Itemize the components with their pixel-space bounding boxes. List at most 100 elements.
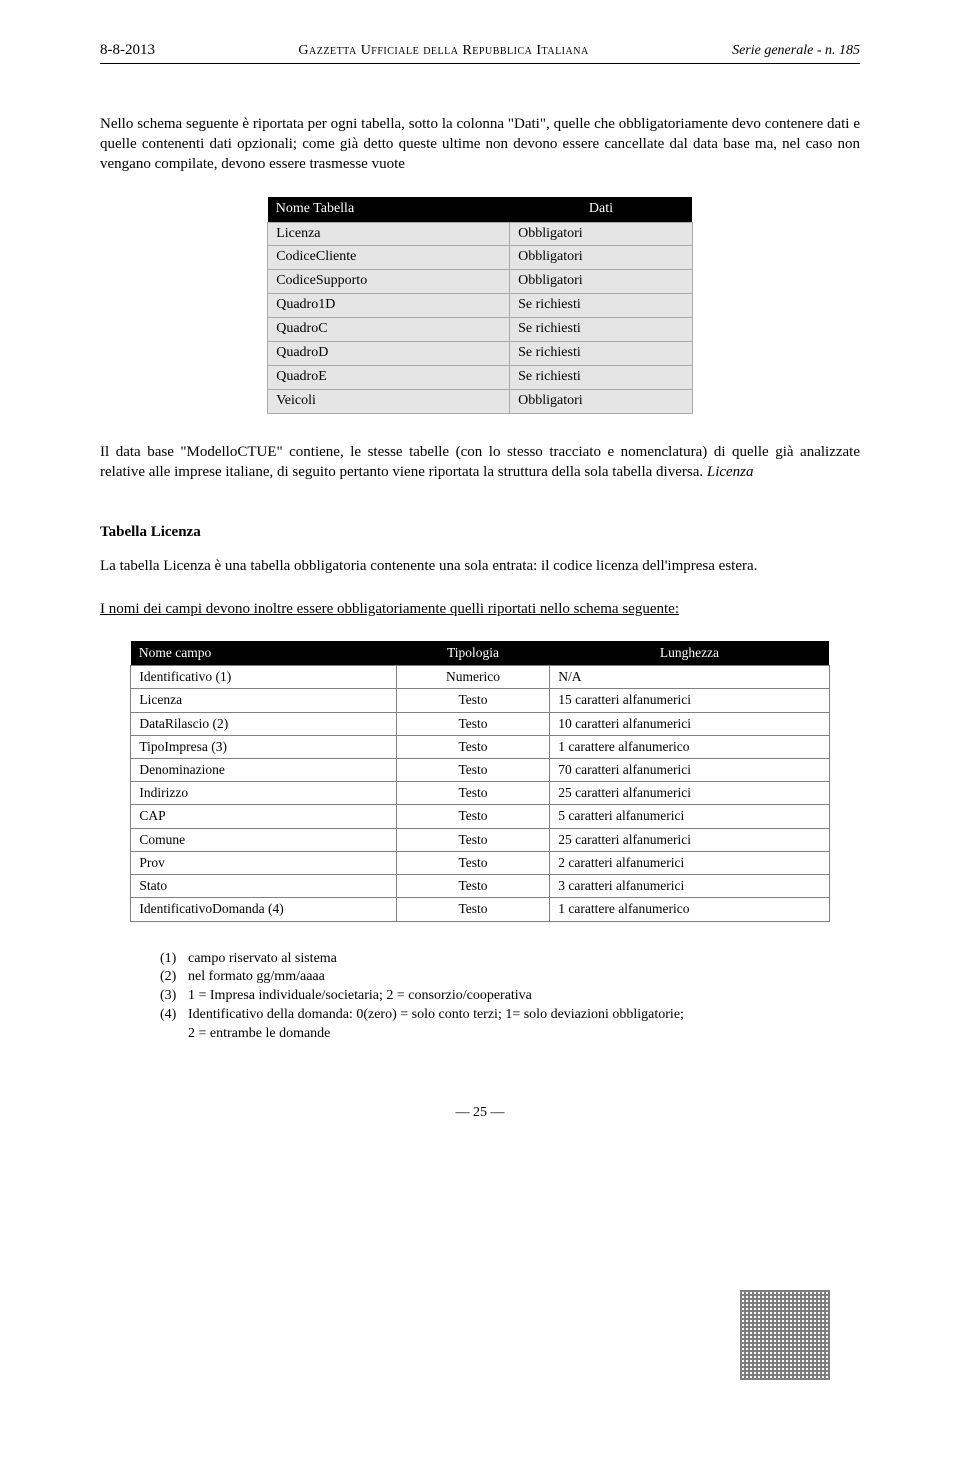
table-row: Identificativo (1)NumericoN/A: [131, 666, 829, 689]
footnote-num: (3): [160, 987, 188, 1006]
cell-nome-campo: DataRilascio (2): [131, 712, 396, 735]
table-row: LicenzaTesto15 caratteri alfanumerici: [131, 689, 829, 712]
cell-nome-campo: Licenza: [131, 689, 396, 712]
table-row: QuadroESe richiesti: [268, 365, 693, 389]
th-nome-campo: Nome campo: [131, 641, 396, 666]
cell-lunghezza: 25 caratteri alfanumerici: [550, 782, 829, 805]
cell-tipologia: Testo: [396, 898, 550, 921]
th-lunghezza: Lunghezza: [550, 641, 829, 666]
cell-nome-tabella: CodiceSupporto: [268, 270, 510, 294]
cell-nome-tabella: Veicoli: [268, 389, 510, 413]
cell-tipologia: Testo: [396, 689, 550, 712]
paragraph-tabella-licenza-desc: La tabella Licenza è una tabella obbliga…: [100, 556, 860, 576]
cell-dati: Se richiesti: [510, 341, 693, 365]
cell-dati: Se richiesti: [510, 318, 693, 342]
cell-nome-campo: Comune: [131, 828, 396, 851]
cell-nome-campo: Prov: [131, 851, 396, 874]
footnotes: (1)campo riservato al sistema(2)nel form…: [160, 950, 860, 1044]
intro-paragraph: Nello schema seguente è riportata per og…: [100, 114, 860, 175]
paragraph-modelloctue: Il data base "ModelloCTUE" contiene, le …: [100, 442, 860, 483]
table-row: DenominazioneTesto70 caratteri alfanumer…: [131, 759, 829, 782]
table-nome-campo: Nome campo Tipologia Lunghezza Identific…: [130, 641, 829, 922]
footnote-row: (2)nel formato gg/mm/aaaa: [160, 968, 860, 987]
paragraph-modelloctue-italic: Licenza: [707, 464, 754, 480]
table-row: ComuneTesto25 caratteri alfanumerici: [131, 828, 829, 851]
table-row: Quadro1DSe richiesti: [268, 294, 693, 318]
cell-tipologia: Testo: [396, 759, 550, 782]
footnote-row: (4)Identificativo della domanda: 0(zero)…: [160, 1006, 860, 1025]
cell-tipologia: Testo: [396, 828, 550, 851]
cell-nome-campo: Denominazione: [131, 759, 396, 782]
qr-code-icon: [740, 1290, 830, 1380]
header-series: Serie generale - n. 185: [732, 42, 860, 61]
footnote-text: 1 = Impresa individuale/societaria; 2 = …: [188, 987, 532, 1006]
cell-tipologia: Numerico: [396, 666, 550, 689]
cell-nome-campo: CAP: [131, 805, 396, 828]
cell-nome-tabella: QuadroC: [268, 318, 510, 342]
cell-dati: Se richiesti: [510, 365, 693, 389]
footnote-num: (1): [160, 950, 188, 969]
footnote-4-line2: 2 = entrambe le domande: [188, 1025, 860, 1044]
cell-tipologia: Testo: [396, 805, 550, 828]
footnote-text: nel formato gg/mm/aaaa: [188, 968, 325, 987]
table-row: QuadroDSe richiesti: [268, 341, 693, 365]
footnote-row: (1)campo riservato al sistema: [160, 950, 860, 969]
cell-tipologia: Testo: [396, 851, 550, 874]
cell-lunghezza: 5 caratteri alfanumerici: [550, 805, 829, 828]
cell-nome-tabella: Quadro1D: [268, 294, 510, 318]
cell-nome-tabella: CodiceCliente: [268, 246, 510, 270]
cell-dati: Obbligatori: [510, 222, 693, 246]
th-nome-tabella: Nome Tabella: [268, 197, 510, 222]
table-row: LicenzaObbligatori: [268, 222, 693, 246]
section-title-tabella-licenza: Tabella Licenza: [100, 522, 860, 542]
cell-dati: Se richiesti: [510, 294, 693, 318]
footnote-row: (3)1 = Impresa individuale/societaria; 2…: [160, 987, 860, 1006]
cell-nome-tabella: Licenza: [268, 222, 510, 246]
cell-nome-tabella: QuadroD: [268, 341, 510, 365]
page-header: 8-8-2013 Gazzetta Ufficiale della Repubb…: [100, 40, 860, 64]
footnote-num: (2): [160, 968, 188, 987]
cell-lunghezza: 2 caratteri alfanumerici: [550, 851, 829, 874]
table-row: CodiceClienteObbligatori: [268, 246, 693, 270]
table-row: QuadroCSe richiesti: [268, 318, 693, 342]
cell-lunghezza: 1 carattere alfanumerico: [550, 898, 829, 921]
cell-tipologia: Testo: [396, 875, 550, 898]
table-nome-tabella: Nome Tabella Dati LicenzaObbligatoriCodi…: [267, 197, 693, 414]
table-row: DataRilascio (2)Testo10 caratteri alfanu…: [131, 712, 829, 735]
cell-lunghezza: N/A: [550, 666, 829, 689]
cell-dati: Obbligatori: [510, 389, 693, 413]
cell-lunghezza: 10 caratteri alfanumerici: [550, 712, 829, 735]
page-number: — 25 —: [100, 1104, 860, 1123]
cell-lunghezza: 70 caratteri alfanumerici: [550, 759, 829, 782]
cell-nome-campo: Identificativo (1): [131, 666, 396, 689]
cell-dati: Obbligatori: [510, 246, 693, 270]
header-date: 8-8-2013: [100, 40, 155, 60]
footnote-text: Identificativo della domanda: 0(zero) = …: [188, 1006, 684, 1025]
table-row: TipoImpresa (3)Testo1 carattere alfanume…: [131, 735, 829, 758]
table-row: ProvTesto2 caratteri alfanumerici: [131, 851, 829, 874]
cell-nome-tabella: QuadroE: [268, 365, 510, 389]
cell-nome-campo: Stato: [131, 875, 396, 898]
table-row: IdentificativoDomanda (4)Testo1 caratter…: [131, 898, 829, 921]
footnote-text: campo riservato al sistema: [188, 950, 337, 969]
cell-lunghezza: 25 caratteri alfanumerici: [550, 828, 829, 851]
cell-lunghezza: 3 caratteri alfanumerici: [550, 875, 829, 898]
cell-nome-campo: Indirizzo: [131, 782, 396, 805]
cell-tipologia: Testo: [396, 712, 550, 735]
table-row: VeicoliObbligatori: [268, 389, 693, 413]
th-dati: Dati: [510, 197, 693, 222]
cell-lunghezza: 1 carattere alfanumerico: [550, 735, 829, 758]
table-row: StatoTesto3 caratteri alfanumerici: [131, 875, 829, 898]
paragraph-schema-note: I nomi dei campi devono inoltre essere o…: [100, 599, 860, 619]
cell-dati: Obbligatori: [510, 270, 693, 294]
footnote-num: (4): [160, 1006, 188, 1025]
table-row: IndirizzoTesto25 caratteri alfanumerici: [131, 782, 829, 805]
cell-tipologia: Testo: [396, 735, 550, 758]
cell-nome-campo: IdentificativoDomanda (4): [131, 898, 396, 921]
cell-lunghezza: 15 caratteri alfanumerici: [550, 689, 829, 712]
th-tipologia: Tipologia: [396, 641, 550, 666]
header-title: Gazzetta Ufficiale della Repubblica Ital…: [155, 42, 732, 61]
cell-tipologia: Testo: [396, 782, 550, 805]
cell-nome-campo: TipoImpresa (3): [131, 735, 396, 758]
table-row: CAPTesto5 caratteri alfanumerici: [131, 805, 829, 828]
